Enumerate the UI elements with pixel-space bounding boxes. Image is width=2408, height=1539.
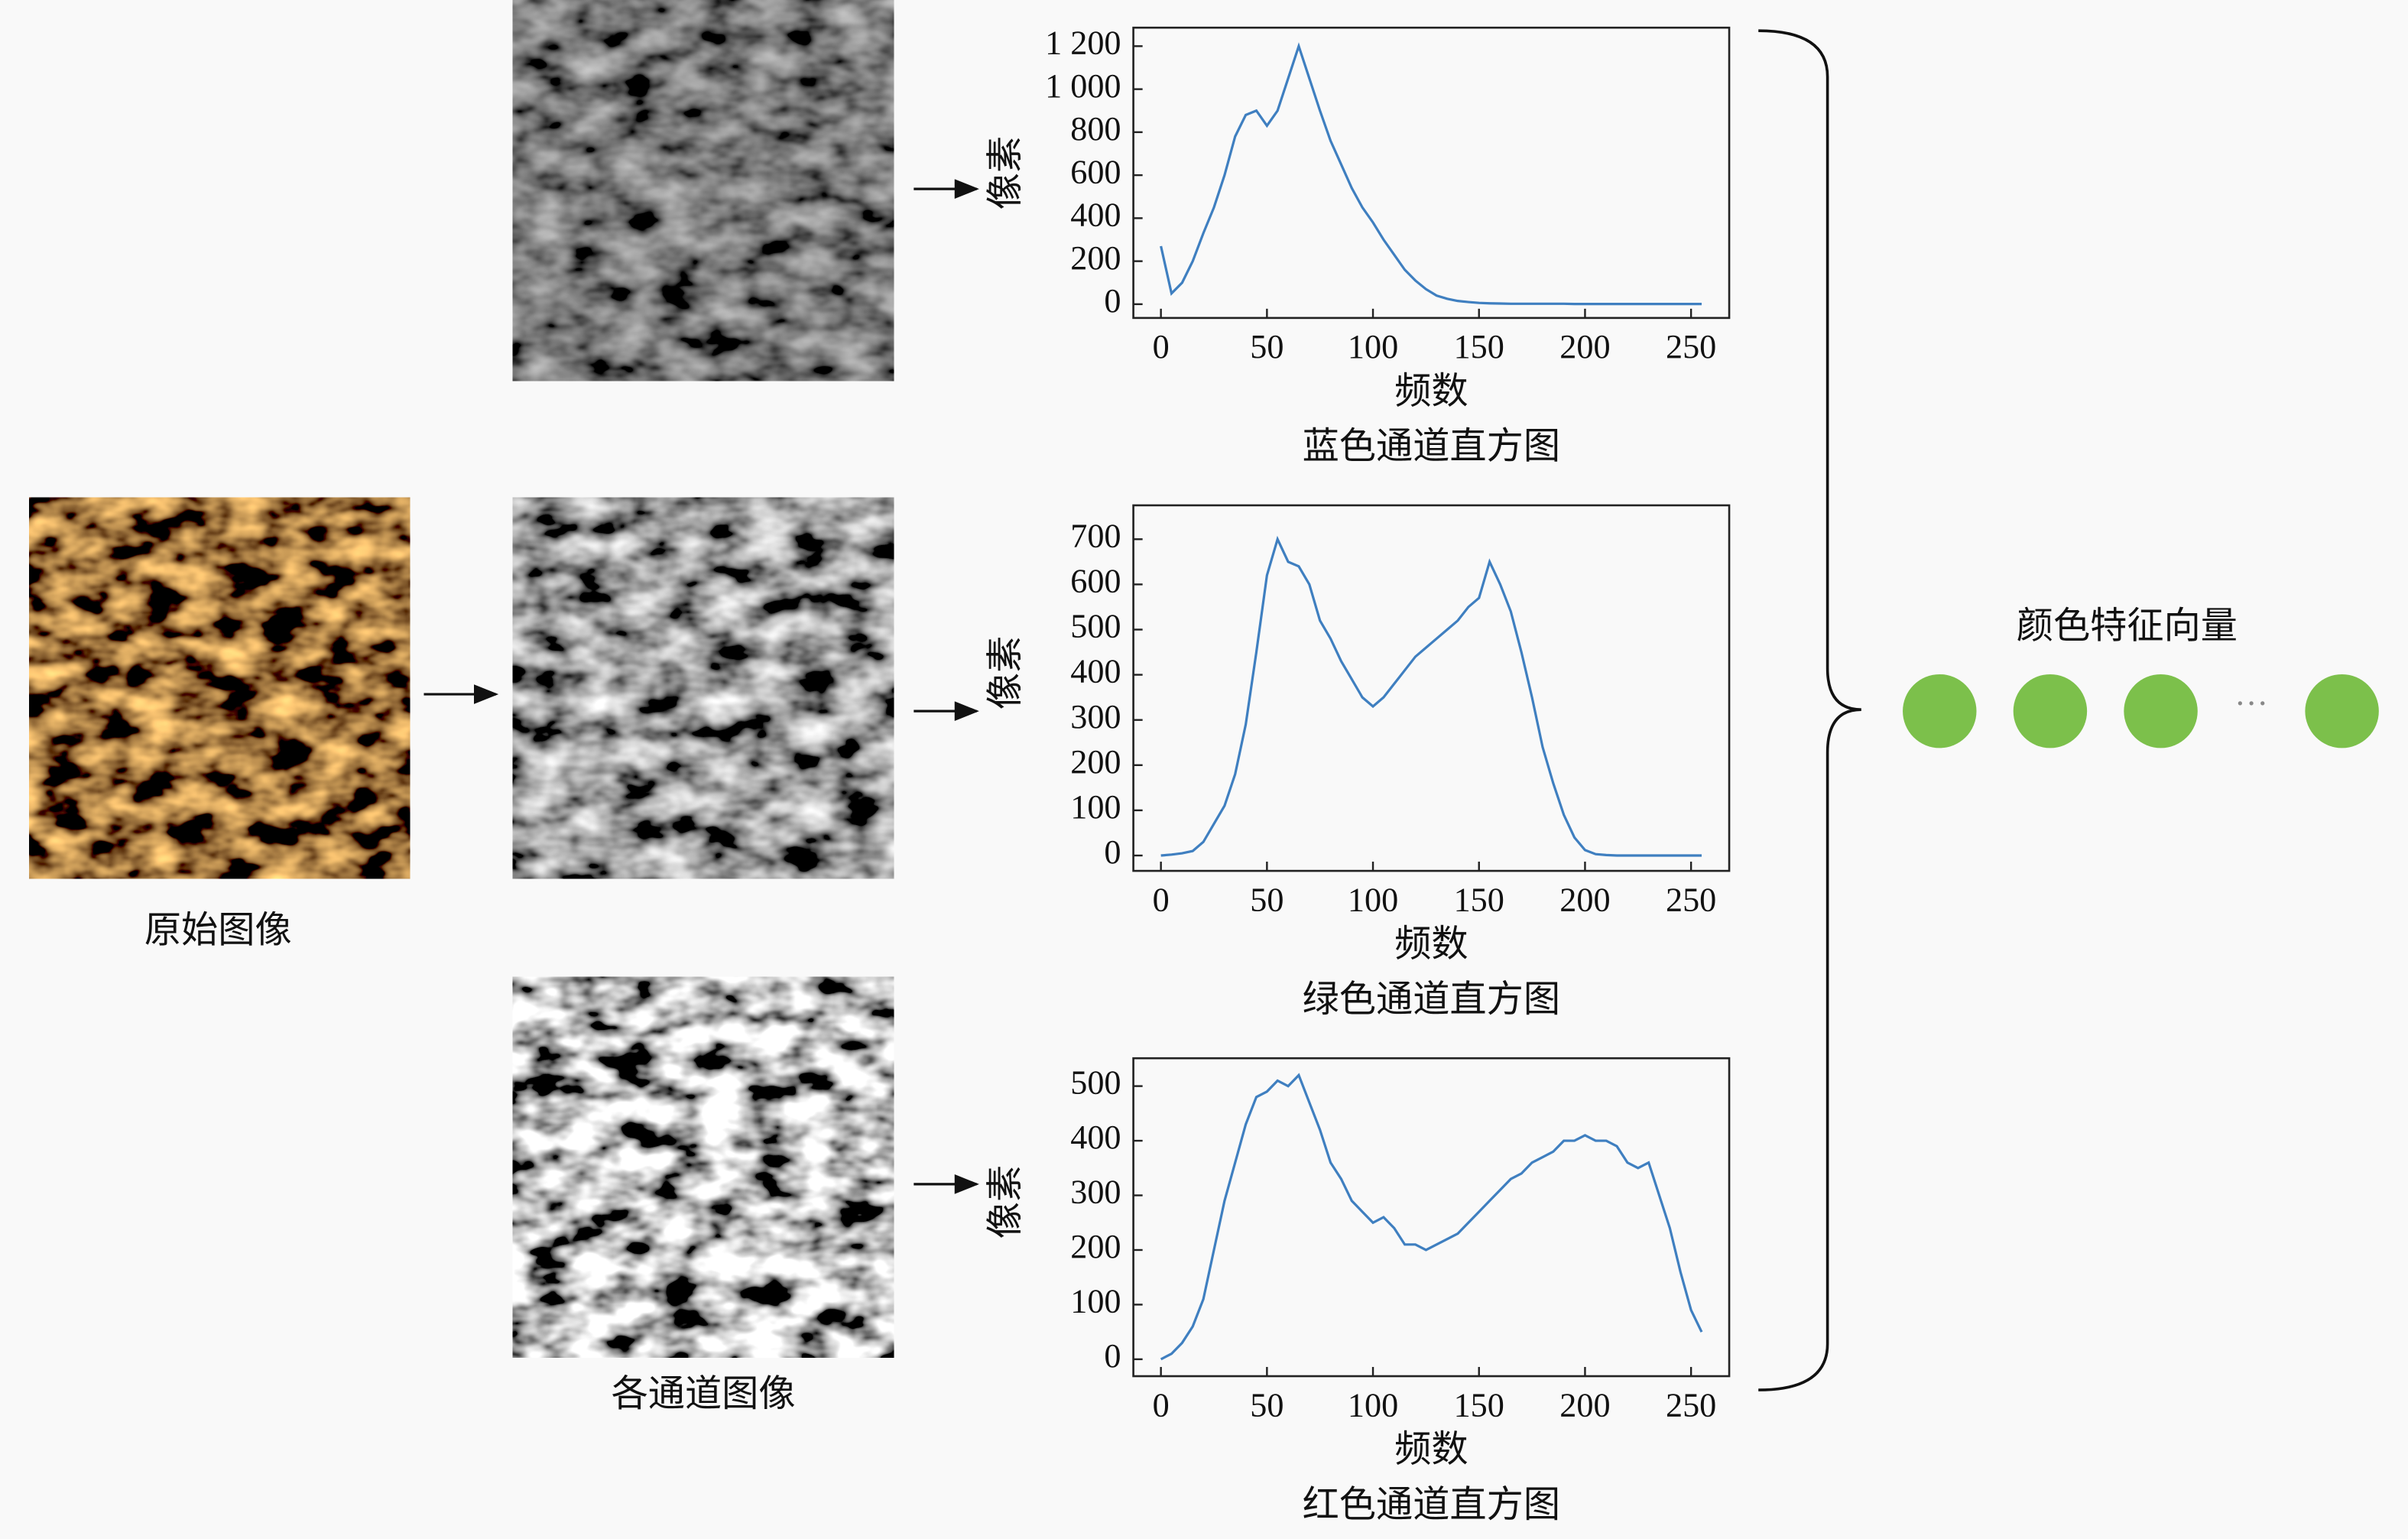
brace: [1758, 29, 1861, 1391]
x-tick-label: 0: [1153, 1386, 1170, 1424]
y-tick-label: 100: [1070, 788, 1121, 826]
chart-title: 蓝色通道直方图: [1303, 427, 1560, 467]
x-tick-label: 0: [1153, 328, 1170, 365]
x-tick-label: 250: [1666, 881, 1716, 918]
y-tick-label: 100: [1070, 1283, 1121, 1320]
y-tick-label: 300: [1070, 1174, 1121, 1211]
red-channel-image: [512, 976, 894, 1358]
x-tick-label: 100: [1348, 328, 1398, 365]
x-tick-label: 150: [1454, 1386, 1504, 1424]
y-tick-label: 500: [1070, 1064, 1121, 1102]
x-tick-label: 200: [1559, 328, 1610, 365]
histogram-line: [1160, 1073, 1703, 1361]
vector-label: 颜色特征向量: [2017, 606, 2238, 647]
y-tick-label: 800: [1070, 110, 1121, 148]
x-tick-label: 50: [1250, 1386, 1284, 1424]
chart-title: 绿色通道直方图: [1303, 979, 1560, 1020]
y-tick-label: 300: [1070, 698, 1121, 735]
y-tick-label: 200: [1070, 1228, 1121, 1265]
y-tick-label: 400: [1070, 653, 1121, 690]
x-tick-label: 50: [1250, 328, 1284, 365]
original-label: 原始图像: [144, 911, 292, 951]
y-tick-label: 0: [1104, 282, 1121, 320]
y-tick-label: 400: [1070, 1119, 1121, 1156]
y-axis-label: 像素: [985, 136, 1026, 209]
x-axis-label: 频数: [1394, 1430, 1468, 1470]
y-tick-label: 400: [1070, 196, 1121, 234]
feature-dot: [2013, 674, 2088, 748]
channels-label: 各通道图像: [612, 1374, 796, 1414]
y-axis-label: 像素: [985, 1165, 1026, 1239]
feature-dot: [2124, 674, 2198, 748]
x-tick-label: 200: [1559, 881, 1610, 918]
y-tick-label: 600: [1070, 563, 1121, 600]
y-tick-label: 0: [1104, 833, 1121, 871]
x-tick-label: 100: [1348, 1386, 1398, 1424]
y-axis-label: 像素: [985, 636, 1026, 709]
y-tick-label: 600: [1070, 153, 1121, 190]
x-tick-label: 200: [1559, 1386, 1610, 1424]
x-tick-label: 0: [1153, 881, 1170, 918]
y-tick-label: 200: [1070, 239, 1121, 277]
plot-frame: [1132, 26, 1731, 320]
y-tick-label: 1 000: [1045, 67, 1121, 105]
histogram-line: [1160, 535, 1702, 857]
x-tick-label: 150: [1454, 881, 1504, 918]
y-tick-label: 200: [1070, 743, 1121, 781]
chart-title: 红色通道直方图: [1303, 1485, 1560, 1525]
plot-frame: [1132, 504, 1731, 872]
x-axis-label: 频数: [1394, 371, 1468, 411]
original-image: [29, 497, 411, 879]
plot-frame: [1132, 1057, 1731, 1378]
x-tick-label: 100: [1348, 881, 1398, 918]
green-channel-image: [512, 497, 894, 879]
y-tick-label: 0: [1104, 1337, 1121, 1375]
x-tick-label: 50: [1250, 881, 1284, 918]
x-axis-label: 频数: [1394, 924, 1468, 965]
y-tick-label: 1 200: [1045, 24, 1121, 62]
blue-channel-image: [512, 0, 894, 382]
feature-dot: [1903, 674, 1977, 748]
x-tick-label: 250: [1666, 328, 1716, 365]
x-tick-label: 150: [1454, 328, 1504, 365]
x-tick-label: 250: [1666, 1386, 1716, 1424]
feature-dot: [2305, 674, 2379, 748]
y-tick-label: 700: [1070, 517, 1121, 554]
ellipsis: ···: [2234, 684, 2268, 722]
histogram-line: [1160, 42, 1702, 306]
y-tick-label: 500: [1070, 608, 1121, 645]
